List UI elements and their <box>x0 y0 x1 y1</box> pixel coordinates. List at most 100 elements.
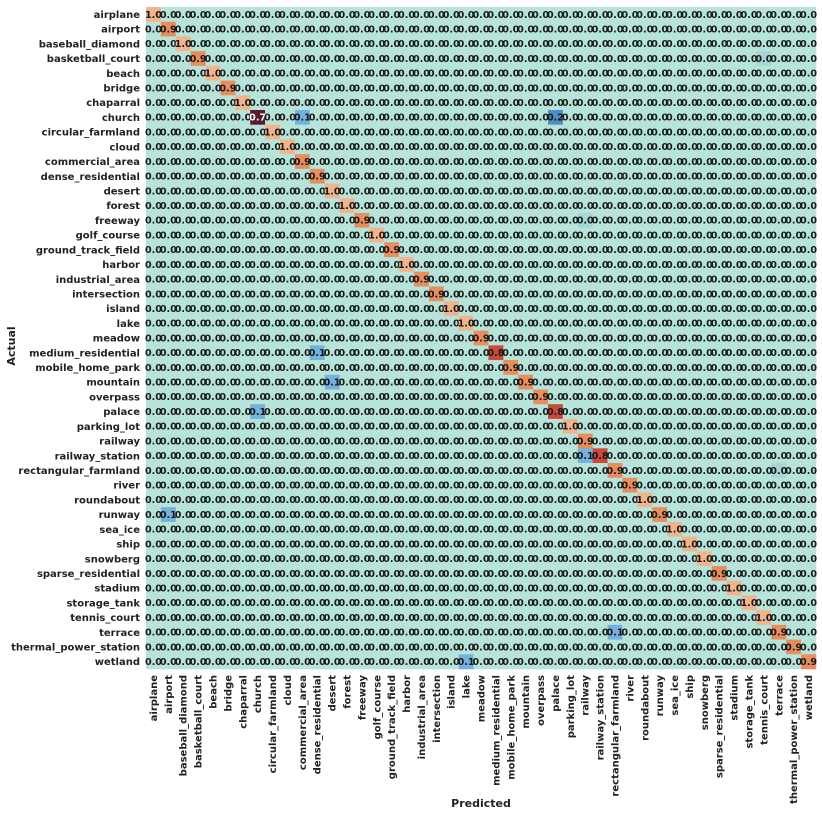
cell-value-label: 0.0 <box>368 39 385 50</box>
heatmap-cell <box>592 139 608 155</box>
heatmap-cell <box>786 36 802 52</box>
heatmap-cell <box>175 124 191 140</box>
heatmap-cell <box>235 198 251 214</box>
heatmap-cell <box>637 183 653 199</box>
column-label: industrial_area <box>417 675 428 759</box>
heatmap-cell <box>294 198 311 214</box>
cell-value-label: 0.0 <box>711 24 728 35</box>
cell-value-label: 0.0 <box>413 83 430 94</box>
heatmap-cell <box>339 80 355 96</box>
heatmap-cell <box>548 51 564 67</box>
cell-value-label: 0.9 <box>309 172 326 183</box>
heatmap-cell <box>577 212 593 228</box>
heatmap-cell <box>801 51 817 67</box>
cell-value-label: 0.0 <box>473 142 490 153</box>
cell-value-label: 0.0 <box>562 83 579 94</box>
heatmap-cell <box>235 212 251 228</box>
cell-value-label: 0.0 <box>160 172 177 183</box>
cell-value-label: 0.0 <box>651 98 668 109</box>
column-label: sparse_residential <box>715 675 726 778</box>
row-label: sparse_residential <box>37 569 140 580</box>
heatmap-cell <box>399 124 415 140</box>
heatmap-cell <box>548 7 564 23</box>
heatmap-cell <box>518 7 534 23</box>
heatmap-cell <box>488 21 504 37</box>
cell-value-label: 0.0 <box>577 83 594 94</box>
heatmap-cell <box>458 65 474 81</box>
heatmap-cell <box>175 36 191 52</box>
cell-value-label: 0.0 <box>249 39 266 50</box>
cell-value-label: 0.0 <box>190 113 207 124</box>
column-label: mobile_home_park <box>506 675 517 780</box>
heatmap-cell <box>726 139 742 155</box>
heatmap-cell <box>250 198 266 214</box>
cell-value-label: 0.0 <box>294 172 311 183</box>
heatmap-cell <box>518 124 534 140</box>
heatmap-cell <box>235 183 251 199</box>
heatmap-cell <box>622 65 638 81</box>
cell-value-label: 0.0 <box>219 10 236 21</box>
cell-value-label: 0.0 <box>353 157 370 168</box>
cell-value-label: 0.0 <box>353 113 370 124</box>
cell-value-label: 0.0 <box>607 39 624 50</box>
heatmap-cell <box>533 154 549 170</box>
heatmap-cell <box>682 198 698 214</box>
cell-value-label: 0.0 <box>219 54 236 65</box>
cell-value-label: 0.0 <box>234 83 251 94</box>
cell-value-label: 0.0 <box>160 113 177 124</box>
cell-value-label: 0.0 <box>651 201 668 212</box>
heatmap-cell <box>548 168 564 184</box>
heatmap-cell <box>294 168 311 184</box>
heatmap-cell <box>309 124 325 140</box>
cell-value-label: 0.0 <box>755 24 772 35</box>
heatmap-cell <box>533 65 549 81</box>
heatmap-cell <box>354 154 370 170</box>
heatmap-cell <box>607 51 623 67</box>
heatmap-cell <box>533 168 549 184</box>
row-label: stadium <box>94 584 140 595</box>
heatmap-cell <box>428 212 445 228</box>
column-label: ground_track_field <box>387 675 398 779</box>
cell-value-label: 0.0 <box>800 348 817 359</box>
cell-value-label: 0.0 <box>205 142 222 153</box>
heatmap-cell <box>175 212 191 228</box>
heatmap-cell <box>146 124 162 140</box>
heatmap-cell <box>592 36 608 52</box>
heatmap-cell <box>726 154 742 170</box>
cell-value-label: 0.0 <box>800 583 817 594</box>
heatmap-cell <box>369 124 385 140</box>
heatmap-cell <box>324 139 340 155</box>
cell-value-label: 0.0 <box>264 142 281 153</box>
heatmap-cell <box>771 65 787 81</box>
heatmap-cell <box>518 65 534 81</box>
heatmap-cell <box>652 109 668 125</box>
cell-value-label: 0.0 <box>532 172 549 183</box>
heatmap-cell <box>324 124 340 140</box>
cell-value-label: 0.0 <box>368 24 385 35</box>
heatmap-cell <box>339 7 355 23</box>
cell-value-label: 0.0 <box>607 69 624 80</box>
cell-value-label: 0.0 <box>726 157 743 168</box>
cell-value-label: 0.0 <box>741 216 758 227</box>
cell-value-label: 0.9 <box>219 83 236 94</box>
heatmap-cell <box>235 80 251 96</box>
heatmap-cell <box>682 95 698 111</box>
heatmap-cell <box>577 109 593 125</box>
cell-value-label: 0.0 <box>800 172 817 183</box>
cell-value-label: 0.0 <box>175 216 192 227</box>
cell-value-label: 0.0 <box>487 83 504 94</box>
cell-value-label: 0.0 <box>800 289 817 300</box>
heatmap-cell <box>682 7 698 23</box>
column-label: beach <box>209 675 220 709</box>
cell-value-label: 0.0 <box>234 142 251 153</box>
heatmap-cell <box>786 139 802 155</box>
heatmap-cell <box>250 109 266 125</box>
cell-value-label: 0.0 <box>473 186 490 197</box>
heatmap-cell <box>577 183 593 199</box>
row-label: ship <box>116 540 140 551</box>
heatmap-cell <box>696 183 713 199</box>
cell-value-label: 0.0 <box>428 172 445 183</box>
cell-value-label: 0.0 <box>770 24 787 35</box>
cell-value-label: 0.0 <box>190 10 207 21</box>
heatmap-cell <box>428 168 445 184</box>
